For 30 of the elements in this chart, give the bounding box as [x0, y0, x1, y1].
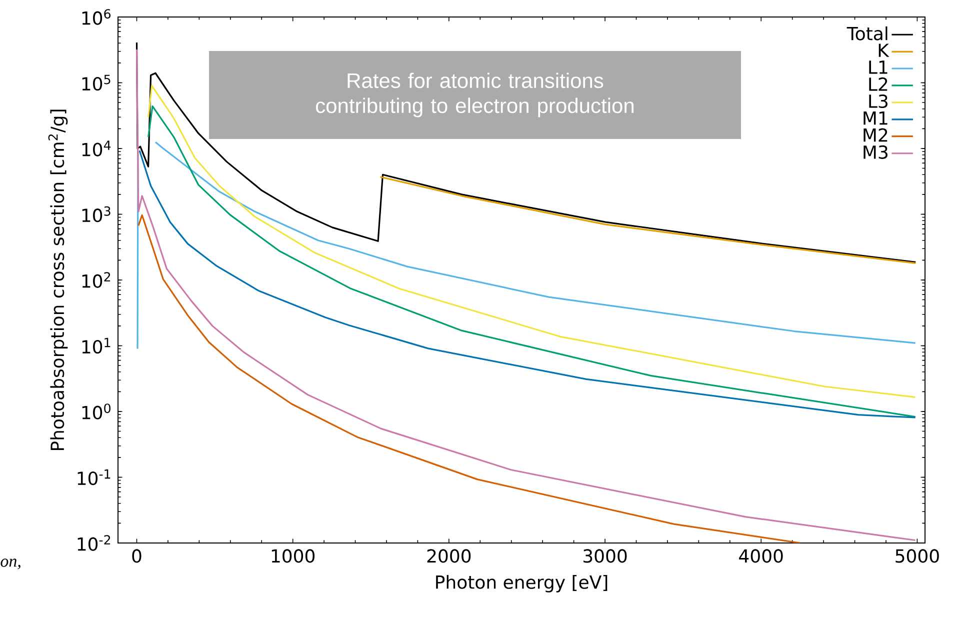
y-tick-label: 10$^{5}$ [82, 74, 110, 91]
x-tick-label: 2000 [427, 549, 471, 563]
x-axis-title: Photon energy [eV] [436, 575, 608, 592]
y-tick-label: 10$^{3}$ [82, 206, 110, 222]
y-tick-label: 10$^{6}$ [82, 9, 111, 25]
legend-label: L3 [869, 94, 888, 108]
x-tick-label: 1000 [272, 549, 315, 563]
x-tick-label: 4000 [739, 549, 783, 563]
y-axis-title: Photoabsorption cross section [cm$^{2}$/g] [48, 110, 68, 450]
legend-label: M3 [864, 145, 888, 159]
x-tick-label: 0 [132, 549, 142, 563]
line-series [136, 42, 916, 263]
text: on, [0, 558, 20, 570]
x-tick-label: 3000 [583, 549, 627, 563]
legend-label: M2 [864, 128, 888, 142]
y-tick-label: 10$^{0}$ [82, 404, 110, 420]
x-tick-label: 5000 [896, 549, 939, 563]
y-tick-label: 10$^{-2}$ [78, 535, 110, 551]
annotation: Rates for atomic transitions contributing to electron production [316, 72, 634, 118]
legend-label: L2 [869, 77, 888, 91]
legend-label: L1 [869, 60, 888, 74]
legend-label: M1 [864, 111, 888, 125]
y-tick-label: 10$^{4}$ [82, 140, 111, 156]
legend-label: Total [846, 26, 888, 40]
line-series [138, 214, 801, 543]
line-series [379, 176, 916, 264]
y-tick-label: 10$^{1}$ [82, 338, 110, 354]
y-tick-label: 10$^{-1}$ [78, 469, 110, 486]
y-tick-label: 10$^{2}$ [82, 272, 110, 288]
legend-label: K [878, 44, 890, 57]
